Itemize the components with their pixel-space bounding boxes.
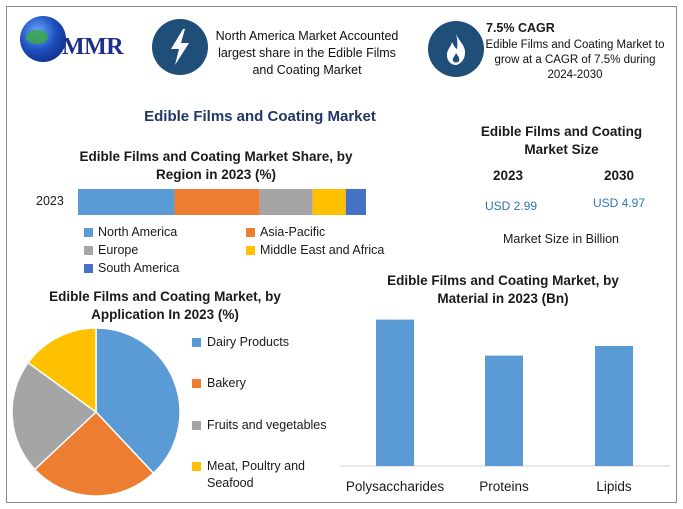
- legend-swatch: [192, 421, 201, 430]
- legend-swatch: [192, 462, 201, 471]
- application-pie-chart: [11, 327, 181, 497]
- bar-segment-middle-east-and-africa: [312, 189, 346, 215]
- pie-slice-bakery: [33, 410, 155, 497]
- legend-item-asia-pacific: Asia-Pacific: [246, 225, 325, 239]
- legend-label: Fruits and vegetables: [207, 418, 327, 432]
- header-box1-text: North America Market Accounted largest s…: [215, 29, 399, 77]
- legend-item-north-america: North America: [84, 225, 177, 239]
- market-size-year-2030: 2030: [603, 168, 635, 183]
- bar-segment-europe: [259, 189, 313, 215]
- legend-label: Europe: [98, 243, 139, 257]
- market-size-title: Edible Films and Coating Market Size: [480, 124, 643, 157]
- pie-slice-fruits-and-vegetables: [11, 361, 98, 471]
- x-tick-label-lipids: Lipids: [596, 479, 632, 494]
- region-chart-title: Edible Films and Coating Market Share, b…: [79, 149, 353, 182]
- cagr-text: Edible Films and Coating Market to grow …: [485, 39, 665, 81]
- legend-label: Asia-Pacific: [260, 225, 326, 239]
- bar-segment-north-america: [78, 189, 175, 215]
- bar-proteins: [485, 355, 523, 466]
- pie-legend-bakery: Bakery: [192, 375, 332, 392]
- legend-label: South America: [98, 261, 180, 275]
- market-size-year-2023: 2023: [492, 168, 524, 183]
- flame-icon: [428, 21, 484, 77]
- infographic-frame: [6, 6, 677, 503]
- bar-lipids: [595, 346, 633, 466]
- legend-swatch: [192, 379, 201, 388]
- bar-segment-asia-pacific: [174, 189, 260, 215]
- pie-slice-dairy-products: [95, 327, 181, 475]
- region-chart-category-label: 2023: [36, 194, 64, 208]
- cagr-title: 7.5% CAGR: [486, 21, 555, 35]
- pie-legend-dairy: Dairy Products: [192, 334, 332, 351]
- pie-slice-meat-poultry-and-seafood: [26, 327, 97, 414]
- market-size-value-2023: USD 2.99: [484, 199, 538, 213]
- region-stacked-bar-chart: [78, 189, 366, 215]
- legend-label: Bakery: [207, 376, 246, 390]
- legend-swatch: [84, 245, 93, 255]
- legend-label: Meat, Poultry and Seafood: [207, 459, 305, 490]
- material-chart-title: Edible Films and Coating Market, by Mate…: [387, 273, 619, 306]
- application-chart-title: Edible Films and Coating Market, by Appl…: [49, 289, 281, 322]
- x-tick-label-proteins: Proteins: [479, 479, 529, 494]
- legend-label: Middle East and Africa: [260, 243, 385, 257]
- legend-swatch: [192, 338, 201, 347]
- globe-logo-icon: [20, 16, 66, 62]
- lightning-icon: [152, 19, 208, 75]
- pie-legend-meat: Meat, Poultry and Seafood: [192, 458, 322, 492]
- legend-item-south-america: South America: [84, 261, 179, 275]
- legend-item-mea: Middle East and Africa: [246, 243, 384, 257]
- legend-item-europe: Europe: [84, 243, 138, 257]
- bar-segment-south-america: [345, 189, 366, 215]
- legend-label: Dairy Products: [207, 335, 289, 349]
- main-title: Edible Films and Coating Market: [144, 108, 376, 125]
- legend-swatch: [84, 227, 93, 237]
- legend-swatch: [246, 245, 255, 255]
- legend-swatch: [84, 263, 93, 273]
- legend-label: North America: [98, 225, 178, 239]
- market-size-value-2030: USD 4.97: [592, 196, 646, 210]
- pie-legend-fruits: Fruits and vegetables: [192, 417, 332, 434]
- legend-swatch: [246, 227, 255, 237]
- bar-polysaccharides: [376, 319, 414, 466]
- market-size-note: Market Size in Billion: [502, 232, 619, 246]
- x-tick-label-polysaccharides: Polysaccharides: [346, 479, 445, 494]
- logo-text: MMR: [62, 34, 124, 60]
- material-bar-chart: Polysaccharides Proteins Lipids: [340, 319, 670, 494]
